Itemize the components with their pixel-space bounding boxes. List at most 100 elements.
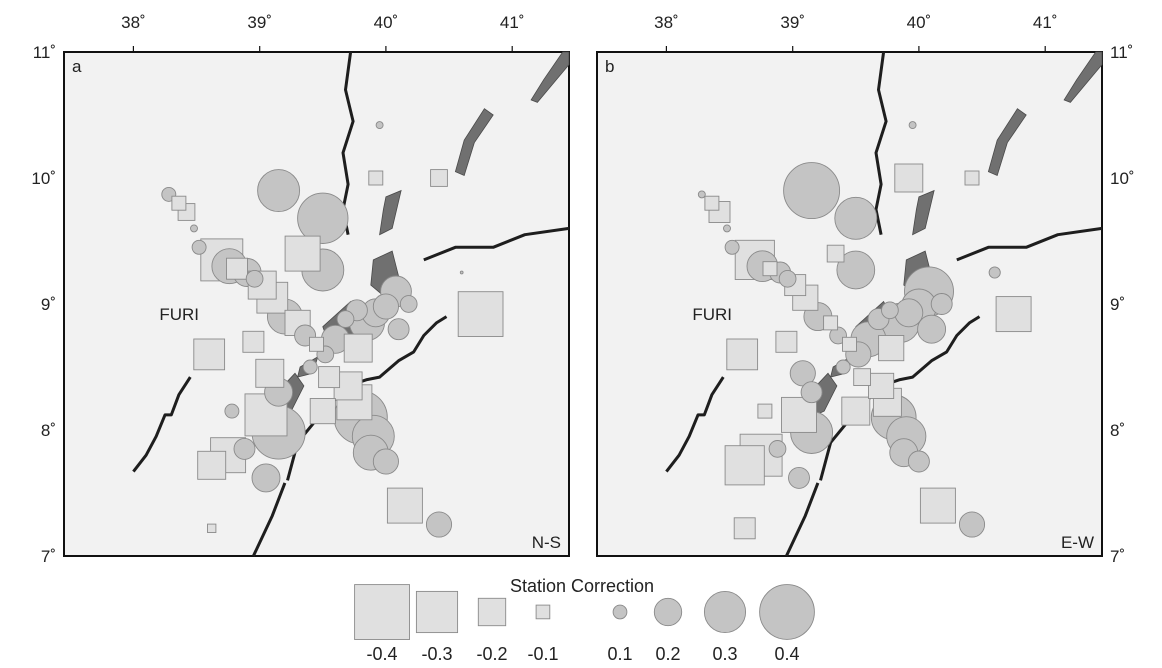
station-marker-negative [343,333,373,363]
station-marker-negative [841,396,871,426]
station-marker-negative [878,335,905,362]
dark-region [379,189,402,236]
rift-fault-line [132,376,192,473]
station-marker-negative [309,398,336,425]
station-marker-negative [193,338,226,371]
map-panel-b-longitude-labels: 38˚ 39˚ 40˚ 41˚ [654,13,1057,52]
station-marker-negative [894,163,924,193]
dark-region [454,108,494,177]
station-marker-positive [697,190,706,199]
rift-fault-line [956,226,1103,262]
legend-value-label: 0.4 [774,644,799,664]
station-marker-positive [834,196,878,240]
station-marker-negative [430,169,448,187]
legend: Station Correction -0.4 -0.3 -0.2 -0.1 0.1 0.… [354,576,815,664]
station-marker-negative [781,396,817,433]
station-marker-positive [336,310,355,328]
station-marker-positive [958,511,986,538]
station-marker-negative [733,517,756,540]
longitude-tick-label: 39˚ [780,13,805,32]
station-marker-positive [724,239,740,255]
legend-circle-symbol [612,604,628,620]
longitude-tick-label: 39˚ [247,13,272,32]
station-marker-positive [881,301,899,320]
latitude-tick-label: 7˚ [1110,547,1125,566]
longitude-tick-label: 38˚ [654,13,679,32]
map-panel-a: 38˚ 39˚ 40˚ 41˚ 7˚ 8˚ 9˚ 10˚ 11˚ a N-S FURI [31,13,570,566]
legend-items: -0.4 -0.3 -0.2 -0.1 0.1 0.2 0.3 0.4 [354,584,815,664]
station-marker-positive [302,359,318,375]
legend-square-symbol [354,584,410,640]
legend-value-label: 0.2 [655,644,680,664]
station-marker-negative [757,403,773,419]
map-panel-a-rift-lines [132,51,570,557]
station-marker-positive [908,121,917,130]
station-marker-negative [457,291,504,337]
latitude-tick-label: 7˚ [41,547,56,566]
station-marker-positive [297,192,349,244]
station-marker-positive [930,293,953,315]
station-marker-positive [783,162,841,220]
legend-value-label: -0.2 [476,644,507,664]
latitude-tick-label: 9˚ [1110,295,1125,314]
dark-region [530,51,570,103]
panel-a-component-label: N-S [532,533,561,552]
station-marker-negative [919,487,956,524]
legend-value-label: -0.4 [366,644,397,664]
station-marker-negative [842,336,857,352]
map-panel-a-longitude-labels: 38˚ 39˚ 40˚ 41˚ [121,13,524,52]
rift-fault-line [785,482,820,557]
legend-square-symbol [477,597,507,627]
legend-circle-symbol [703,590,747,634]
station-marker-positive [835,359,851,375]
rift-fault-line [874,51,888,235]
station-marker-negative [255,358,285,388]
station-marker-negative [226,257,248,280]
legend-value-label: 0.1 [607,644,632,664]
latitude-tick-label: 9˚ [41,295,56,314]
latitude-tick-label: 10˚ [31,169,56,188]
map-panel-b: 38˚ 39˚ 40˚ 41˚ 7˚ 8˚ 9˚ 10˚ 11˚ b E-W FURI [596,13,1135,566]
station-marker-negative [724,445,765,486]
legend-value-label: -0.1 [527,644,558,664]
map-panel-a-station-markers [161,121,504,538]
station-marker-positive [251,463,281,493]
rift-fault-line [665,376,725,473]
station-marker-positive [190,224,198,233]
station-marker-positive [917,314,947,344]
latitude-tick-label: 11˚ [33,43,56,62]
station-marker-negative [386,487,423,524]
station-marker-negative [197,450,227,480]
station-marker-negative [964,170,980,186]
map-panel-b-latitude-labels: 7˚ 8˚ 9˚ 10˚ 11˚ [1110,43,1135,566]
station-marker-positive [788,466,810,489]
station-marker-negative [826,244,845,263]
longitude-tick-label: 40˚ [907,13,932,32]
map-panel-a-latitude-labels: 7˚ 8˚ 9˚ 10˚ 11˚ [31,43,56,566]
latitude-tick-label: 8˚ [1110,421,1125,440]
longitude-tick-label: 41˚ [1033,13,1058,32]
legend-circle-symbol [653,597,683,627]
station-marker-negative [171,195,187,211]
panel-b-letter: b [605,57,614,76]
station-marker-positive [768,440,787,458]
station-marker-positive [907,450,930,473]
station-marker-positive [191,239,207,255]
longitude-tick-label: 40˚ [374,13,399,32]
station-marker-negative [823,315,839,331]
longitude-tick-label: 38˚ [121,13,146,32]
legend-square-symbol [535,604,551,620]
station-marker-negative [868,372,895,399]
rift-fault-line [423,226,570,262]
rift-fault-line [252,482,287,557]
station-marker-negative [318,366,341,389]
station-marker-positive [723,224,731,233]
station-marker-positive [233,437,256,460]
station-marker-positive [800,381,823,404]
station-marker-positive [375,121,384,130]
station-marker-positive [425,511,453,538]
station-marker-positive [245,269,264,288]
legend-value-label: 0.3 [712,644,737,664]
station-marker-positive [372,448,399,475]
